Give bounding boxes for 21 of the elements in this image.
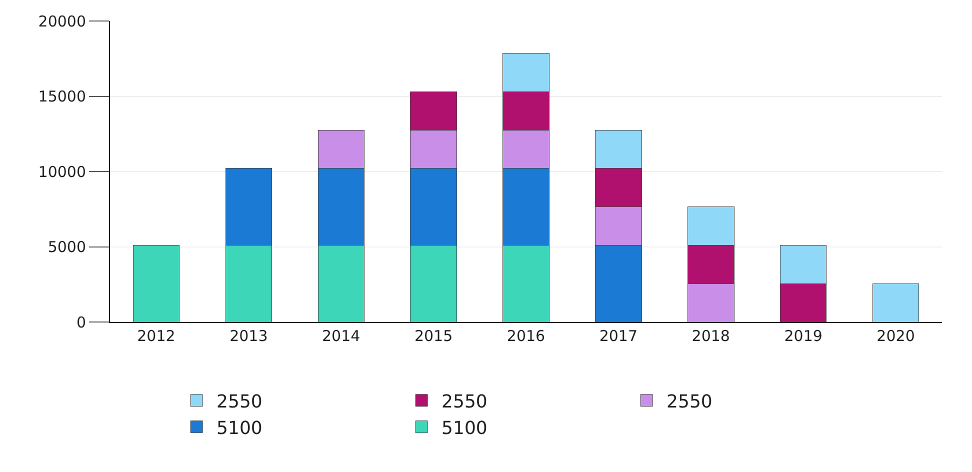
x-tick-label: 2020 — [876, 327, 915, 345]
legend-label: 5100 — [216, 418, 262, 439]
y-tick-label: 5000 — [48, 238, 86, 256]
bar — [132, 245, 180, 322]
legend-label: 2550 — [216, 391, 262, 412]
x-tick-label: 2013 — [230, 327, 268, 345]
x-tick-label: 2019 — [784, 327, 822, 345]
legend-label: 2550 — [442, 391, 488, 412]
x-tick-label: 2012 — [137, 327, 176, 345]
x-tick-label: 2018 — [692, 327, 730, 345]
y-tick-label: 0 — [76, 313, 86, 332]
y-tick-label: 20000 — [38, 12, 86, 30]
y-tick-label: 15000 — [38, 88, 86, 106]
x-tick-label: 2014 — [322, 327, 360, 345]
legend-label: 2550 — [666, 391, 712, 412]
legend-label: 5100 — [442, 418, 488, 439]
bar — [872, 283, 920, 322]
x-tick-label: 2015 — [414, 327, 453, 345]
y-tick-label: 10000 — [38, 162, 86, 181]
x-tick-label: 2017 — [599, 327, 638, 345]
x-tick-label: 2016 — [506, 327, 546, 345]
